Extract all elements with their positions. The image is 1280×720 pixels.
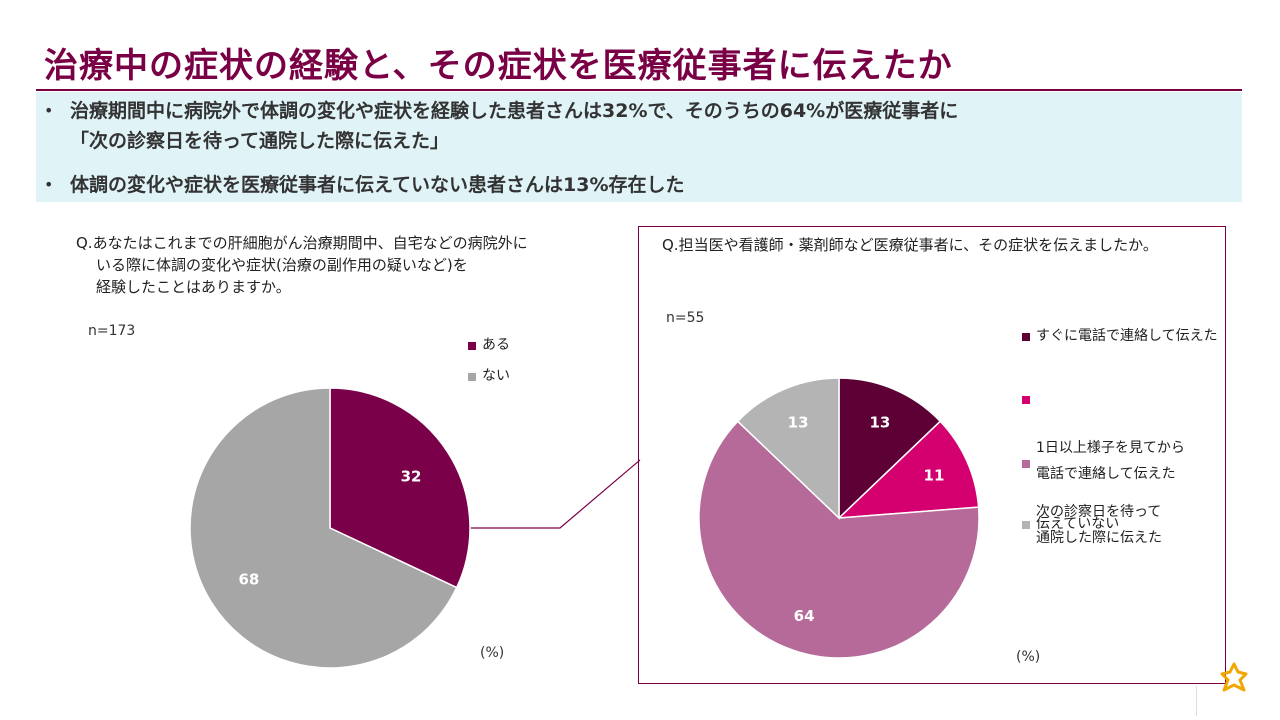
left-pie-data-label-1: 68: [239, 570, 260, 588]
right-pie-data-label-2: 64: [794, 607, 815, 625]
left-pie-data-label-0: 32: [401, 468, 422, 486]
legend-swatch: [1022, 460, 1030, 468]
right-legend-item-2: 次の診察日を待って 通院した際に伝えた: [1022, 451, 1162, 575]
legend-label: 次の診察日を待って 通院した際に伝えた: [1036, 504, 1162, 546]
right-question: Q.担当医や看護師・薬剤師など医療従事者に、その症状を伝えましたか。: [662, 236, 1158, 254]
summary-bullet-2: • 体調の変化や症状を医療従事者に伝えていない患者さんは13%存在した: [44, 170, 685, 200]
right-legend-item-0: すぐに電話で連絡して伝えた: [1022, 324, 1218, 348]
page-title: 治療中の症状の経験と、その症状を医療従事者に伝えたか: [44, 46, 953, 86]
left-pie-slice-1: [189, 387, 458, 669]
legend-swatch: [468, 342, 476, 350]
summary-text-1: 治療期間中に病院外で体調の変化や症状を経験した患者さんは32%で、そのうちの64…: [70, 100, 959, 122]
summary-text-2: 「次の診察日を待って通院した際に伝えた」: [70, 130, 450, 152]
legend-label: 1日以上様子を見てから 電話で連絡して伝えた: [1036, 440, 1185, 482]
right-sample-size: n=55: [666, 310, 705, 326]
legend-swatch: [1022, 396, 1030, 404]
legend-label: ない: [482, 368, 510, 384]
legend-swatch: [1022, 521, 1030, 529]
legend-label: すぐに電話で連絡して伝えた: [1036, 328, 1218, 344]
left-question-line-2: いる際に体調の変化や症状(治療の副作用の疑いなど)を: [96, 256, 468, 274]
legend-label: ある: [482, 337, 510, 353]
right-pie-data-label-1: 11: [924, 467, 945, 485]
left-pie-chart: 32 68: [189, 387, 471, 669]
left-legend-item-1: ない: [468, 364, 510, 388]
right-pie-slice-0: [838, 377, 942, 520]
footer-divider: [1196, 686, 1197, 716]
right-unit-label: (%): [1016, 649, 1041, 665]
legend-swatch: [1022, 333, 1030, 341]
title-underline: [36, 89, 1242, 91]
right-pie-slice-3: [736, 377, 840, 520]
left-unit-label: (%): [480, 645, 505, 661]
right-pie-data-label-3: 13: [788, 413, 809, 431]
left-pie-slice-0: [329, 387, 471, 589]
right-legend-item-1: 1日以上様子を見てから 電話で連絡して伝えた: [1022, 387, 1185, 511]
summary-text-3: 体調の変化や症状を医療従事者に伝えていない患者さんは13%存在した: [70, 174, 685, 196]
right-pie-data-label-0: 13: [869, 413, 890, 431]
right-pie-chart: 13 11 64 13: [698, 377, 980, 659]
left-question-line-3: 経験したことはありますか。: [96, 278, 291, 296]
company-logo: [1220, 662, 1248, 692]
right-pie-slice-1: [836, 420, 980, 519]
left-sample-size: n=173: [88, 323, 136, 339]
bullet-dot: •: [44, 101, 54, 120]
right-pie-slice-2: [698, 420, 980, 659]
right-panel-frame: [638, 226, 1226, 684]
legend-swatch: [468, 373, 476, 381]
left-legend-item-0: ある: [468, 333, 510, 357]
summary-bullet-1: • 治療期間中に病院外で体調の変化や症状を経験した患者さんは32%で、そのうちの…: [44, 96, 958, 156]
legend-label: 伝えていない: [1036, 516, 1120, 532]
left-question-line-1: Q.あなたはこれまでの肝細胞がん治療期間中、自宅などの病院外に: [76, 234, 528, 252]
left-question: Q.あなたはこれまでの肝細胞がん治療期間中、自宅などの病院外に いる際に体調の変…: [76, 232, 528, 298]
right-legend-item-3: 伝えていない: [1022, 512, 1119, 536]
bullet-dot: •: [44, 175, 54, 194]
summary-box: • 治療期間中に病院外で体調の変化や症状を経験した患者さんは32%で、そのうちの…: [36, 92, 1242, 202]
